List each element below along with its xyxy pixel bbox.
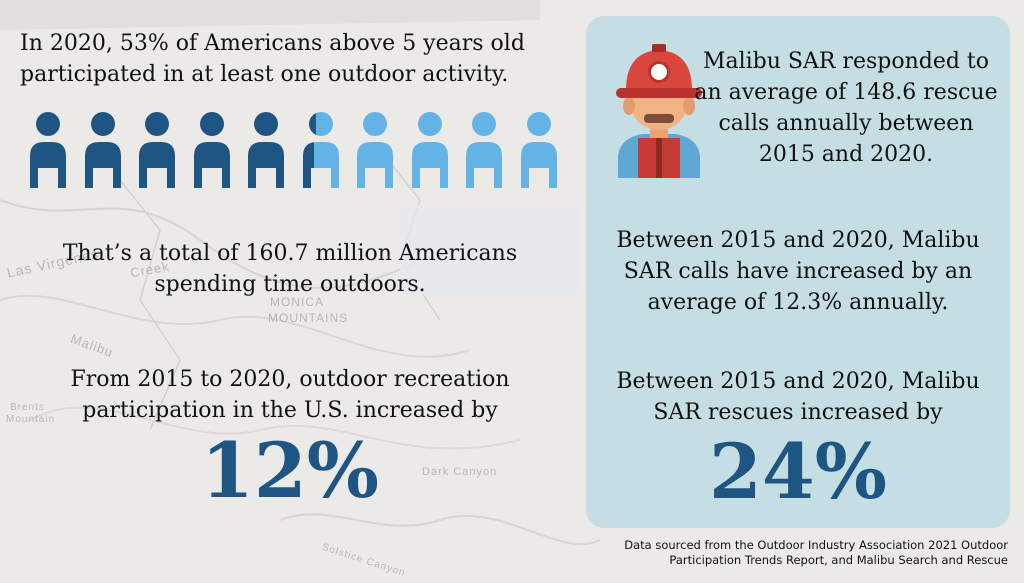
person-icon (411, 112, 448, 188)
person-icon (248, 112, 284, 188)
person-icon (302, 112, 339, 188)
growth-percent: 12% (201, 426, 379, 515)
map-label: Dark Canyon (422, 466, 498, 478)
sar-average-calls: Malibu SAR responded to an average of 14… (694, 49, 998, 167)
person-icon (193, 112, 230, 188)
rescuer-helmet-icon (616, 44, 702, 178)
person-icon (139, 112, 175, 188)
rescues-percent: 24% (709, 427, 887, 516)
participation-statement: In 2020, 53% of Americans above 5 years … (20, 31, 525, 87)
person-icon (84, 112, 121, 188)
sar-rescues-statement: Between 2015 and 2020, Malibu SAR rescue… (616, 369, 980, 425)
people-icon-chart (30, 112, 570, 192)
person-icon (520, 112, 557, 188)
growth-statement: From 2015 to 2020, outdoor recreation pa… (70, 367, 510, 423)
map-label: Mountain (6, 414, 56, 425)
map-label: Brents (10, 402, 45, 413)
sar-calls-increase: Between 2015 and 2020, Malibu SAR calls … (616, 228, 980, 315)
person-icon (30, 112, 66, 188)
source-footnote: Data sourced from the Outdoor Industry A… (624, 538, 1008, 567)
sar-card: Malibu SAR responded to an average of 14… (586, 16, 1010, 528)
person-icon (466, 112, 502, 188)
map-label: MONICA (270, 295, 324, 309)
total-statement: That’s a total of 160.7 million American… (62, 241, 518, 297)
map-label: MOUNTAINS (268, 311, 349, 325)
person-icon (357, 112, 393, 188)
